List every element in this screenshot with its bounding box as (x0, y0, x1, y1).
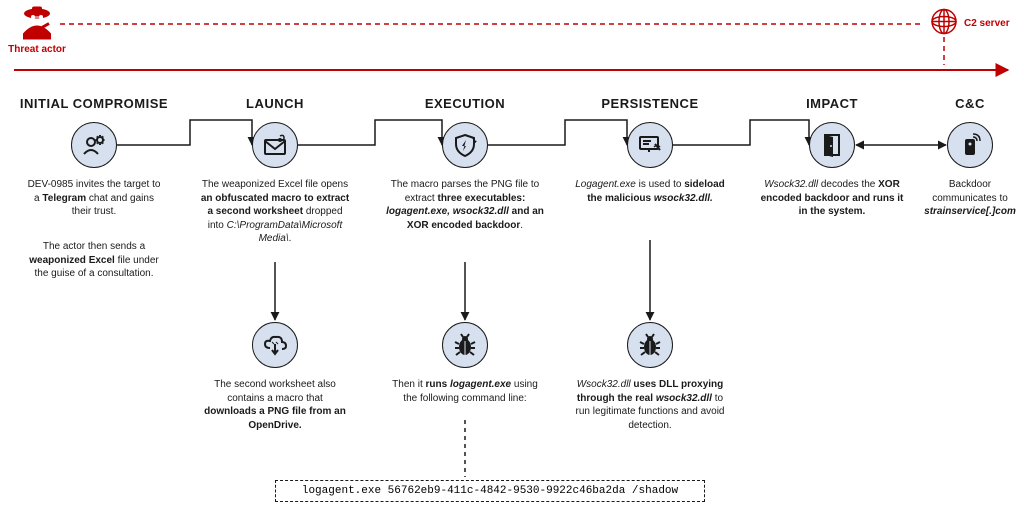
desc-d3: The macro parses the PNG file to extract… (385, 178, 545, 232)
c2-server-label: C2 server (964, 18, 1010, 29)
node-n6-remote-icon (947, 122, 993, 168)
threat-actor-icon (16, 4, 58, 45)
desc-d2: The weaponized Excel file opens an obfus… (200, 178, 350, 246)
node-n5-door-icon (809, 122, 855, 168)
command-line-box: logagent.exe 56762eb9-411c-4842-9530-992… (275, 480, 705, 502)
threat-actor-label: Threat actor (8, 44, 66, 55)
node-n7-cloud-down-icon (252, 322, 298, 368)
node-n3-shield-bolt-icon (442, 122, 488, 168)
stage-title-launch: LAUNCH (246, 96, 304, 111)
desc-d8: Then it runs logagent.exe using the foll… (390, 378, 540, 405)
stage-title-exec: EXECUTION (425, 96, 505, 111)
node-n1-user-gear-icon (71, 122, 117, 168)
stage-title-impact: IMPACT (806, 96, 858, 111)
stage-title-initial: INITIAL COMPROMISE (20, 96, 168, 111)
desc-d5: Wsock32.dll decodes the XOR encoded back… (757, 178, 907, 219)
node-n8-bug-icon (442, 322, 488, 368)
desc-d4: Logagent.exe is used to sideload the mal… (575, 178, 725, 205)
stage-title-cc: C&C (955, 96, 985, 111)
c2-globe-icon (930, 8, 958, 41)
stage-title-persist: PERSISTENCE (601, 96, 698, 111)
command-line-text: logagent.exe 56762eb9-411c-4842-9530-992… (302, 485, 678, 497)
node-n9-bug-icon (627, 322, 673, 368)
desc-d9: Wsock32.dll uses DLL proxying through th… (570, 378, 730, 432)
desc-d1a: DEV-0985 invites the target to a Telegra… (24, 178, 164, 219)
desc-d1b: The actor then sends a weaponized Excel … (24, 240, 164, 281)
node-n2-envelope-hook-icon (252, 122, 298, 168)
desc-d7: The second worksheet also contains a mac… (200, 378, 350, 432)
desc-d6: Backdoor communicates to strainservice[.… (920, 178, 1020, 219)
node-n4-monitor-alert-icon (627, 122, 673, 168)
